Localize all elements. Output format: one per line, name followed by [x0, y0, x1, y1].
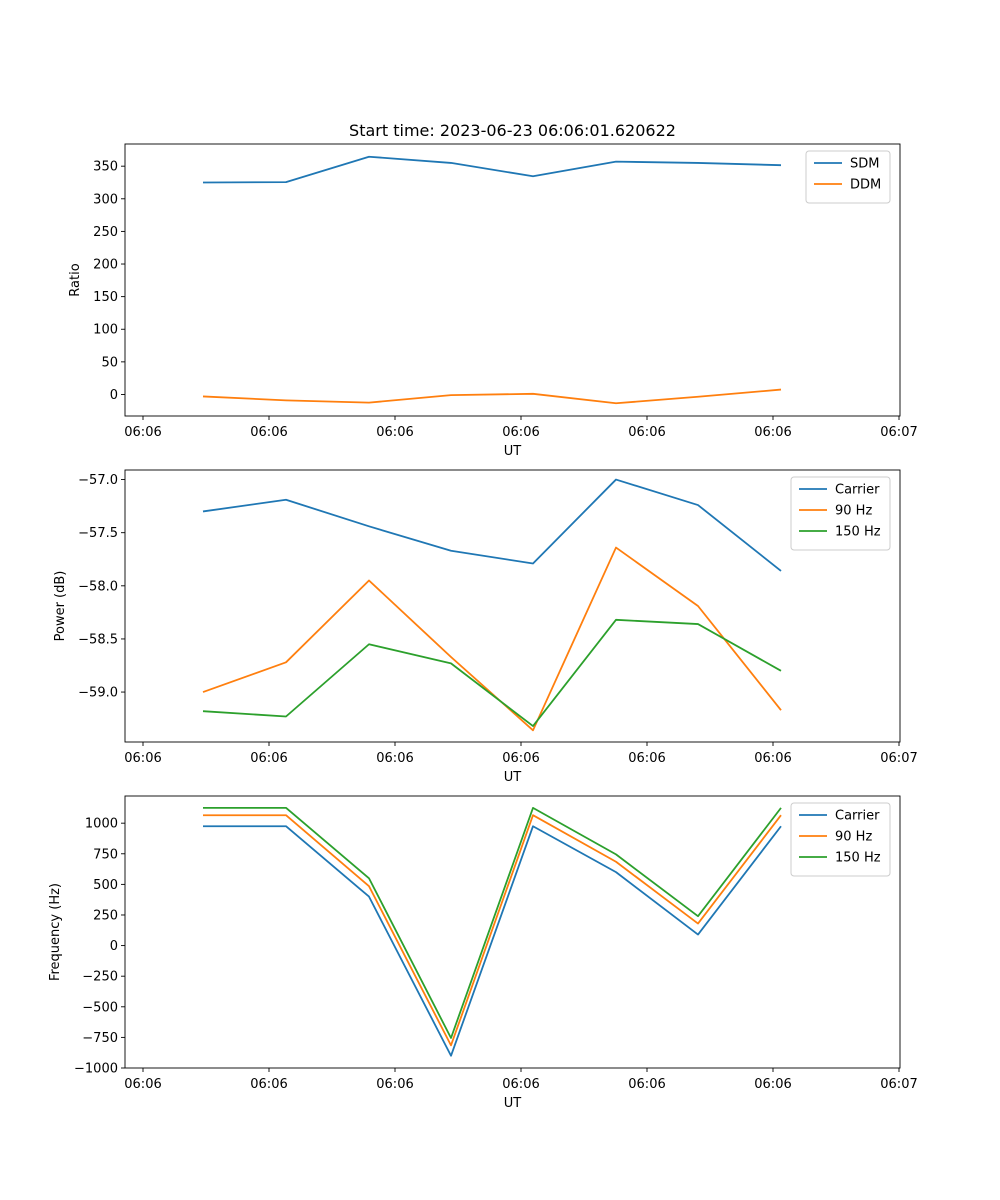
y-tick-label: 350 — [93, 160, 118, 175]
x-tick-label: 06:07 — [880, 1077, 917, 1092]
legend-label: Carrier — [835, 483, 880, 498]
x-tick-label: 06:06 — [628, 751, 665, 766]
y-tick-label: −57.5 — [78, 526, 118, 541]
x-tick-label: 06:06 — [376, 1077, 413, 1092]
series-line-90-hz — [203, 814, 782, 1047]
y-tick-label: 0 — [110, 388, 118, 403]
x-tick-label: 06:06 — [124, 1077, 161, 1092]
legend-label: 150 Hz — [835, 525, 881, 540]
legend: SDM DDM — [805, 150, 891, 204]
x-tick-label: 06:06 — [376, 425, 413, 440]
chart-title: Start time: 2023-06-23 06:06:01.620622 — [349, 121, 676, 140]
series-line-sdm — [202, 155, 782, 184]
x-axis-label: UT — [504, 1096, 522, 1111]
y-tick-label: 250 — [93, 225, 118, 240]
legend-box — [805, 150, 891, 204]
axes-frame — [124, 795, 901, 1069]
x-tick-label: 06:06 — [502, 425, 539, 440]
series-line-150-hz — [202, 618, 782, 727]
chart-panel-2: 06:06 06:06 06:06 06:06 06:06 06:06 06:07 −59.0… — [53, 469, 918, 785]
legend: Carrier 90 Hz 150 Hz — [790, 476, 891, 551]
legend-label: SDM — [850, 157, 879, 172]
y-tick-label: 200 — [93, 258, 118, 273]
y-tick-label: −59.0 — [78, 686, 118, 701]
x-tick-label: 06:06 — [754, 425, 791, 440]
x-tick-label: 06:06 — [376, 751, 413, 766]
x-tick-label: 06:07 — [880, 751, 917, 766]
y-tick-label: 150 — [93, 290, 118, 305]
x-axis-label: UT — [504, 444, 522, 459]
y-tick-label: −57.0 — [78, 473, 118, 488]
chart-panel-3: 06:06 06:06 06:06 06:06 06:06 06:06 06:07 −1000… — [48, 795, 918, 1111]
y-axis-label: Ratio — [68, 263, 83, 296]
y-tick-label: −58.5 — [78, 632, 118, 647]
y-tick-label: 250 — [93, 908, 118, 923]
legend-label: 90 Hz — [835, 830, 872, 845]
legend-label: 150 Hz — [835, 851, 881, 866]
legend: Carrier 90 Hz 150 Hz — [790, 802, 891, 877]
y-tick-label: 1000 — [85, 817, 118, 832]
legend-label: DDM — [850, 178, 881, 193]
x-tick-label: 06:06 — [250, 425, 287, 440]
y-tick-label: 750 — [93, 847, 118, 862]
y-tick-label: −750 — [82, 1031, 118, 1046]
x-tick-label: 06:06 — [250, 751, 287, 766]
series-line-carrier — [202, 478, 782, 572]
chart-panel-1: Start time: 2023-06-23 06:06:01.620622 06… — [68, 121, 918, 459]
legend-label: 90 Hz — [835, 504, 872, 519]
series-line-90-hz — [202, 546, 782, 732]
y-tick-label: −250 — [82, 970, 118, 985]
x-tick-label: 06:06 — [124, 751, 161, 766]
series-line-ddm — [202, 388, 782, 405]
axes-frame — [124, 469, 901, 743]
x-axis-label: UT — [504, 770, 522, 785]
y-axis-label: Power (dB) — [53, 571, 68, 642]
legend-label: Carrier — [835, 809, 880, 824]
y-tick-label: 0 — [110, 939, 118, 954]
y-tick-label: 50 — [101, 355, 118, 370]
axes-frame — [124, 143, 901, 417]
y-tick-label: 100 — [93, 323, 118, 338]
x-tick-label: 06:07 — [880, 425, 917, 440]
x-tick-label: 06:06 — [628, 1077, 665, 1092]
x-tick-label: 06:06 — [124, 425, 161, 440]
y-tick-label: −1000 — [74, 1062, 118, 1077]
series-line-carrier — [203, 825, 782, 1057]
y-axis-label: Frequency (Hz) — [48, 883, 63, 981]
y-tick-label: −58.0 — [78, 579, 118, 594]
y-tick-label: 300 — [93, 192, 118, 207]
y-tick-label: −500 — [82, 1000, 118, 1015]
x-tick-label: 06:06 — [250, 1077, 287, 1092]
series-line-150-hz — [203, 806, 782, 1039]
x-tick-label: 06:06 — [502, 751, 539, 766]
x-tick-label: 06:06 — [754, 751, 791, 766]
x-tick-label: 06:06 — [628, 425, 665, 440]
y-tick-label: 500 — [93, 878, 118, 893]
x-tick-label: 06:06 — [502, 1077, 539, 1092]
x-tick-label: 06:06 — [754, 1077, 791, 1092]
